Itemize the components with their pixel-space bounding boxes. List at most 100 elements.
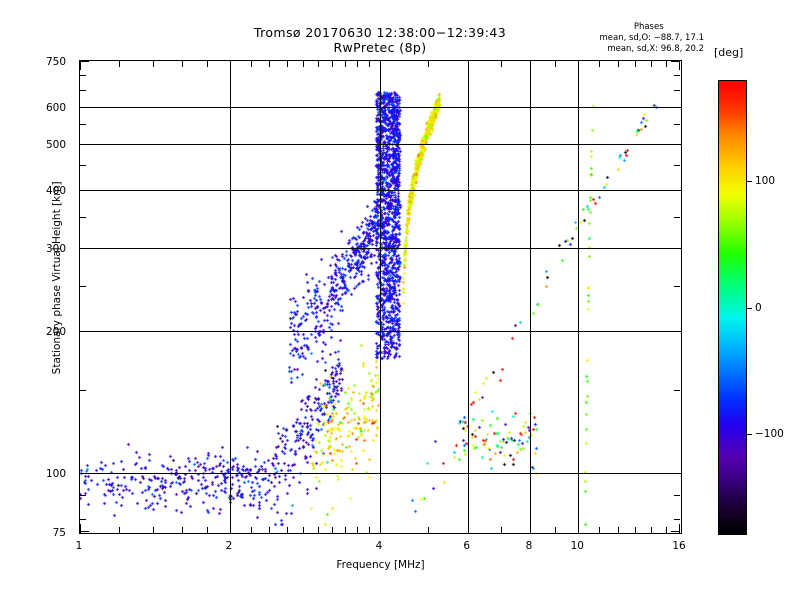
x-minor-tick xyxy=(286,527,288,533)
y-minor-tick-right xyxy=(674,216,680,218)
x-tick-label: 4 xyxy=(375,540,383,552)
y-axis-title-wrap: Stationary phase Virtual Height [km] xyxy=(28,60,63,534)
colorbar-tick xyxy=(747,433,752,435)
y-axis-tick-labels: 750 600 500 400 300 200 100 75 xyxy=(0,56,74,539)
y-minor-tick-right xyxy=(674,165,680,167)
x-tick-label: 2 xyxy=(225,540,233,552)
chart-title: Tromsø 20170630 12:38:00−12:39:43 xyxy=(253,25,507,40)
y-tick-label: 500 xyxy=(45,138,66,151)
x-minor-tick xyxy=(617,527,619,533)
x-minor-tick xyxy=(666,527,668,533)
y-major-tick xyxy=(80,106,89,108)
y-major-tick xyxy=(80,143,89,145)
y-major-tick-right xyxy=(671,189,680,191)
x-major-tick-top xyxy=(230,61,231,70)
gridline-vertical xyxy=(578,61,580,533)
x-minor-tick xyxy=(635,527,637,533)
y-minor-tick xyxy=(80,216,86,218)
x-minor-tick-top xyxy=(119,61,121,67)
colorbar[interactable]: 100 0 −100 xyxy=(718,80,784,535)
y-major-tick-right xyxy=(671,143,680,145)
x-tick-label: 10 xyxy=(570,540,584,552)
y-minor-tick xyxy=(80,285,86,287)
phase-stats-x: mean, sd,X: 96.8, 20.2 xyxy=(607,43,704,54)
x-minor-tick-top xyxy=(286,61,288,67)
y-axis-title: Stationary phase Virtual Height [km] xyxy=(51,181,64,375)
y-tick-label: 75 xyxy=(52,527,66,539)
y-major-tick-right xyxy=(671,61,680,62)
x-tick-label: 6 xyxy=(463,540,471,552)
x-major-tick xyxy=(530,524,531,533)
colorbar-tick-label: −100 xyxy=(755,427,784,440)
y-minor-tick xyxy=(80,124,86,126)
x-minor-tick-top xyxy=(317,61,319,67)
y-major-tick xyxy=(80,189,89,191)
y-minor-tick-right xyxy=(674,285,680,287)
x-minor-tick-top xyxy=(666,61,668,67)
x-minor-tick-top xyxy=(555,61,557,67)
y-minor-tick-right xyxy=(674,75,680,77)
x-minor-tick-top xyxy=(635,61,637,67)
x-minor-tick xyxy=(317,527,319,533)
x-minor-tick xyxy=(598,527,600,533)
y-minor-tick-right xyxy=(674,494,680,496)
x-major-tick-top xyxy=(578,61,580,70)
y-minor-tick-right xyxy=(674,124,680,126)
colorbar-tick xyxy=(747,307,752,309)
x-minor-tick-top xyxy=(651,61,653,67)
x-tick-label: 8 xyxy=(525,540,533,552)
plot-area[interactable] xyxy=(79,60,682,534)
x-minor-tick xyxy=(368,527,370,533)
y-minor-tick-right xyxy=(674,90,680,92)
x-minor-tick-top xyxy=(331,61,333,67)
x-axis-tick-labels: 1 2 4 6 8 10 16 xyxy=(76,534,686,554)
y-minor-tick xyxy=(80,518,86,520)
x-minor-tick xyxy=(501,527,503,533)
gridline-vertical xyxy=(230,61,231,533)
x-minor-tick-top xyxy=(181,61,183,67)
x-minor-tick xyxy=(331,527,333,533)
y-major-tick-right xyxy=(671,473,680,475)
x-major-tick xyxy=(80,524,81,533)
x-major-tick xyxy=(467,524,469,533)
x-minor-tick xyxy=(207,527,209,533)
x-major-tick xyxy=(380,524,381,533)
y-minor-tick xyxy=(80,494,86,496)
y-tick-label: 750 xyxy=(45,56,66,68)
x-minor-tick-top xyxy=(344,61,346,67)
y-major-tick-right xyxy=(671,531,680,532)
y-minor-tick-right xyxy=(674,390,680,392)
y-minor-tick-right xyxy=(674,518,680,520)
x-minor-tick xyxy=(250,527,252,533)
x-minor-tick-top xyxy=(357,61,359,67)
phase-stats-o: mean, sd,O: −88.7, 17.1 xyxy=(599,32,704,43)
x-minor-tick-top xyxy=(302,61,304,67)
x-minor-tick xyxy=(302,527,304,533)
x-minor-tick xyxy=(269,527,271,533)
x-tick-label: 16 xyxy=(672,540,686,552)
x-minor-tick xyxy=(357,527,359,533)
chart-subtitle: RwPretec (8p) xyxy=(333,40,427,55)
y-major-tick-right xyxy=(671,106,680,108)
y-major-tick xyxy=(80,473,89,475)
x-minor-tick-top xyxy=(598,61,600,67)
colorbar-tick-label: 100 xyxy=(755,175,776,188)
x-major-tick-top xyxy=(80,61,81,70)
x-minor-tick xyxy=(651,527,653,533)
y-major-tick xyxy=(80,531,89,532)
y-major-tick xyxy=(80,331,89,333)
phase-stats-block: Phases mean, sd,O: −88.7, 17.1 mean, sd,… xyxy=(599,22,704,55)
colorbar-gradient xyxy=(718,80,747,535)
colorbar-tick-label: 0 xyxy=(755,301,762,314)
y-tick-label: 600 xyxy=(45,101,66,114)
x-major-tick xyxy=(230,524,231,533)
y-minor-tick xyxy=(80,90,86,92)
x-major-tick-top xyxy=(467,61,469,70)
y-tick-label: 200 xyxy=(45,326,66,339)
x-minor-tick xyxy=(119,527,121,533)
phase-stats-header: Phases xyxy=(633,22,664,32)
gridline-vertical xyxy=(530,61,531,533)
x-minor-tick xyxy=(555,527,557,533)
y-major-tick-right xyxy=(671,331,680,333)
